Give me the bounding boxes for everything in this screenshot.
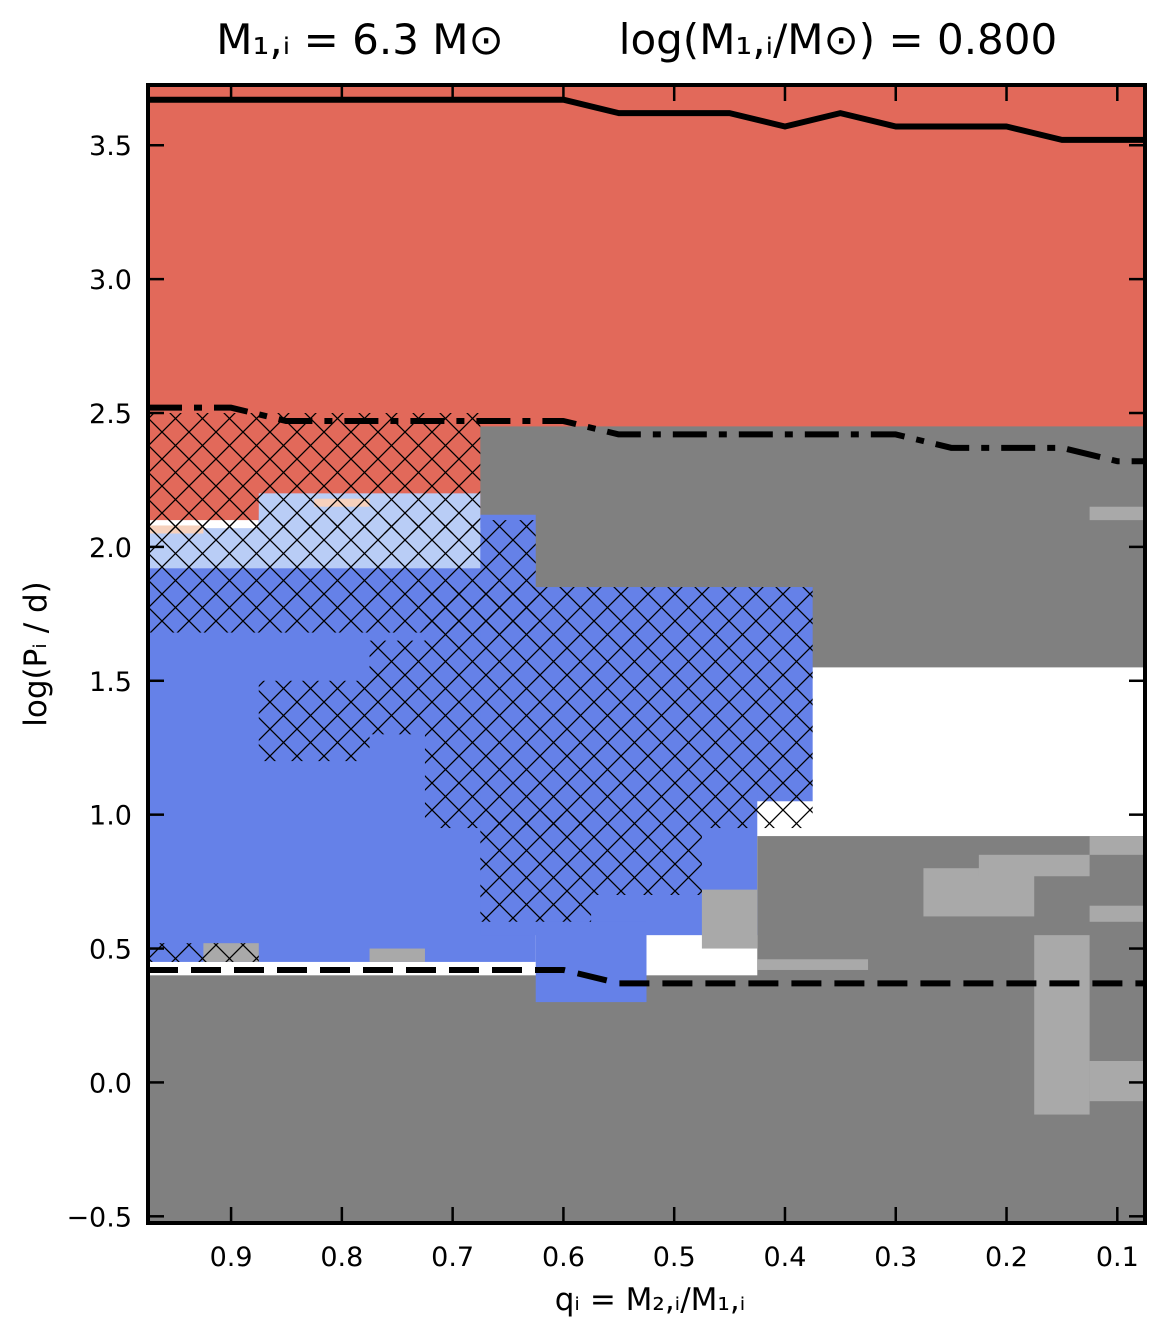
boundary-lines [148, 96, 1145, 987]
y-tick-label: 1.5 [89, 667, 132, 698]
region-lightgray-16 [978, 854, 1090, 877]
hatched-regions [148, 413, 813, 962]
axis-ticks [148, 85, 1145, 1223]
boundary-line-dashdot [148, 404, 1145, 465]
hatch-region-4 [424, 587, 813, 829]
region-lightgray-13 [701, 889, 758, 949]
hatch-region-6 [591, 828, 702, 895]
boundary-line-dashed [148, 966, 1145, 987]
x-tick-label: 0.8 [320, 1242, 363, 1273]
x-tick-label: 0.6 [542, 1242, 585, 1273]
hatch-region-0 [148, 413, 481, 534]
region-lightgray-18 [1089, 905, 1145, 922]
region-blue-6 [535, 921, 647, 1003]
x-tick-label: 0.1 [1096, 1242, 1139, 1273]
y-tick-label: 2.0 [89, 533, 132, 564]
y-tick-label: 3.5 [89, 131, 132, 162]
region-lightgray-17 [1034, 935, 1090, 1115]
y-tick-label: 0.0 [89, 1068, 132, 1099]
y-tick-label: 0.5 [89, 935, 132, 966]
x-tick-label: 0.5 [653, 1242, 696, 1273]
y-tick-label: −0.5 [66, 1202, 132, 1233]
chart-title-left: M₁,ᵢ = 6.3 M⊙ [216, 15, 503, 64]
hatch-region-5 [480, 814, 592, 922]
y-axis-label: log(Pᵢ / d) [18, 581, 54, 727]
y-tick-label: 2.5 [89, 399, 132, 430]
y-tick-label: 1.0 [89, 801, 132, 832]
y-tick-labels: 3.5 3.0 2.5 2.0 1.5 1.0 0.5 0.0 −0.5 [66, 131, 132, 1233]
boundary-line-solid [148, 96, 1145, 143]
region-lightgray-20 [1089, 836, 1145, 855]
y-tick-label: 3.0 [89, 265, 132, 296]
region-lightgray-23 [369, 948, 425, 962]
x-tick-label: 0.7 [431, 1242, 474, 1273]
x-tick-label: 0.3 [874, 1242, 917, 1273]
chart-title-right: log(M₁,ᵢ/M⊙) = 0.800 [619, 15, 1057, 64]
x-tick-label: 0.9 [210, 1242, 253, 1273]
plot-area [148, 85, 1145, 1223]
hatch-region-3 [369, 640, 425, 735]
x-tick-label: 0.4 [763, 1242, 806, 1273]
plot-frame [146, 83, 1147, 1225]
x-tick-label: 0.2 [985, 1242, 1028, 1273]
hatch-region-2 [258, 680, 370, 762]
region-lightgray-14 [757, 959, 869, 970]
region-lightgray-21 [1089, 506, 1145, 521]
region-darkgray-0 [148, 975, 1145, 1223]
x-axis-label: qᵢ = M₂,ᵢ/M₁,ᵢ [555, 1282, 745, 1318]
x-tick-labels: 0.9 0.8 0.7 0.6 0.5 0.4 0.3 0.2 0.1 [210, 1242, 1139, 1273]
hatch-region-7 [148, 943, 259, 962]
region-lightgray-19 [1089, 1061, 1145, 1102]
